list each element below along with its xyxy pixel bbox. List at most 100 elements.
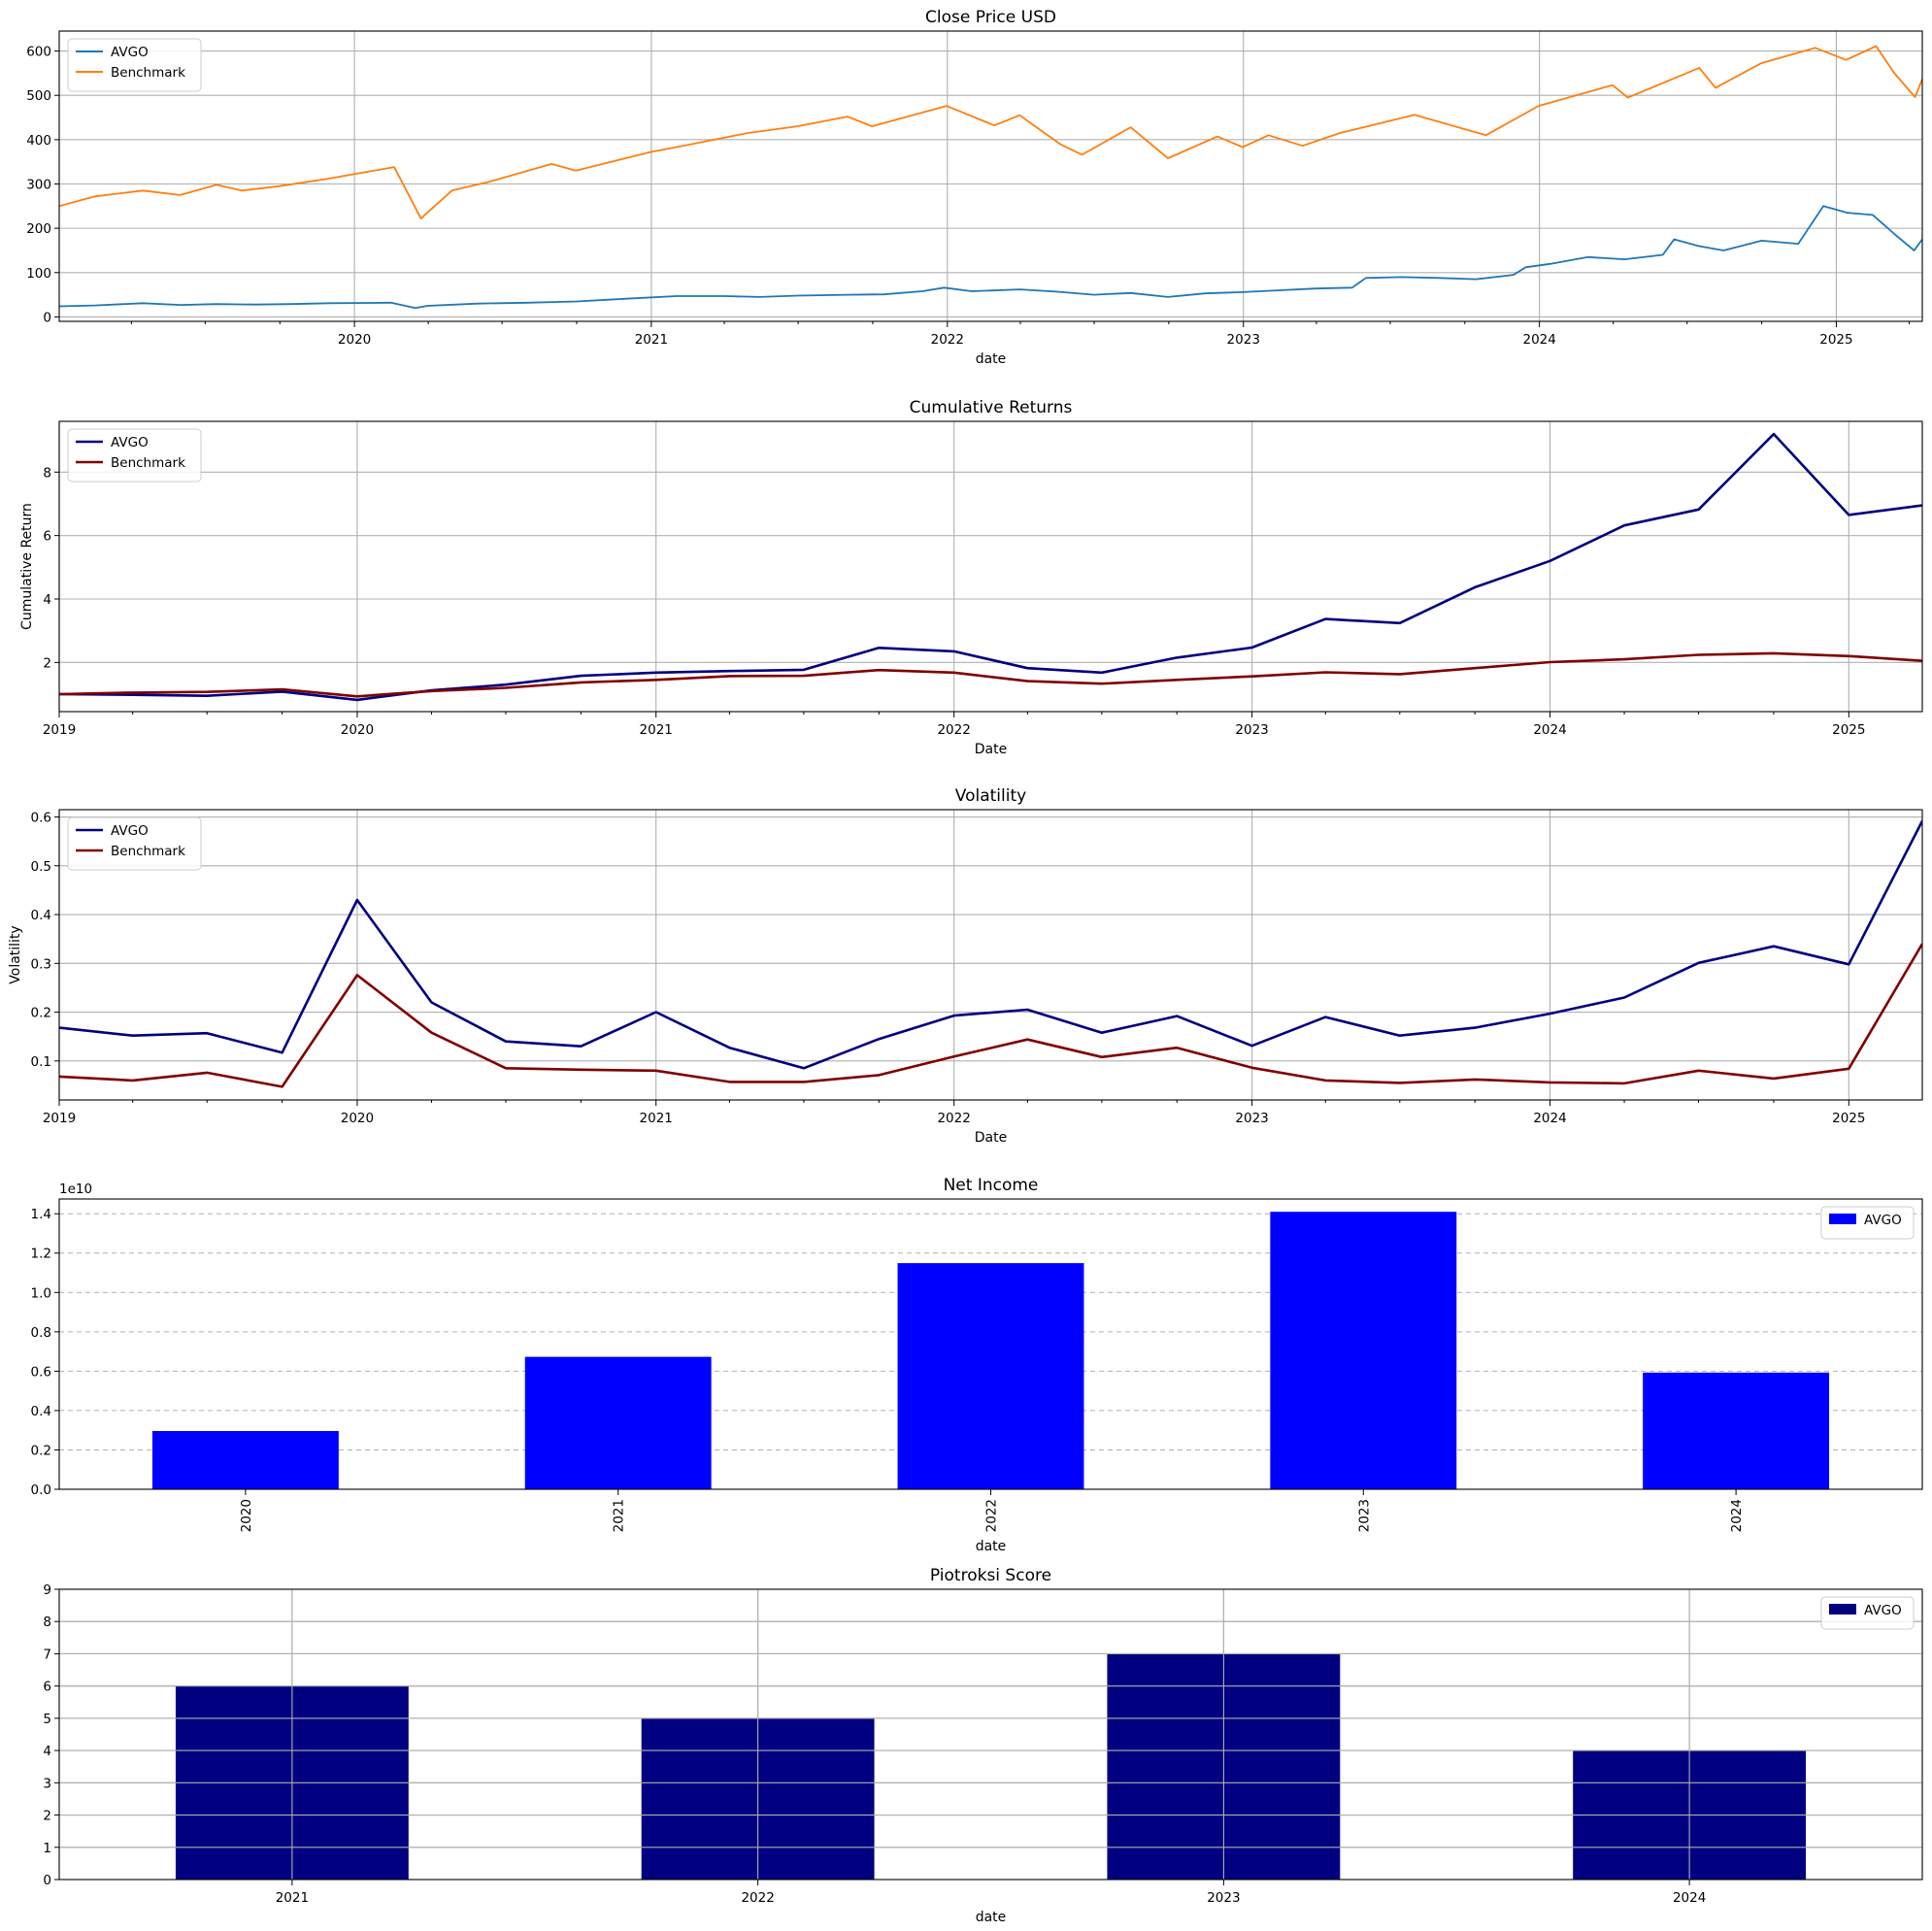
x-tick-label: 2024	[1522, 332, 1555, 348]
y-tick-label: 8	[43, 465, 51, 481]
y-tick-label: 1.4	[31, 1207, 51, 1222]
bar-2022	[897, 1263, 1084, 1489]
y-tick-label: 1.0	[31, 1285, 51, 1301]
y-tick-label: 2	[43, 655, 51, 671]
chart-title: Piotroksi Score	[930, 1566, 1051, 1585]
x-tick-label: 2022	[937, 1111, 970, 1126]
y-tick-label: 0.6	[31, 811, 51, 826]
x-tick-label: 2025	[1832, 1111, 1865, 1126]
x-tick-label: 2024	[1673, 1890, 1706, 1906]
x-tick-label: 2021	[276, 1890, 309, 1906]
legend-swatch	[1829, 1604, 1856, 1615]
x-tick-label: 2025	[1832, 722, 1865, 738]
y-tick-label: 500	[26, 88, 51, 104]
bar-2021	[524, 1356, 712, 1489]
x-tick-label: 2022	[931, 332, 964, 348]
x-axis-label: Date	[975, 742, 1007, 757]
series-line-benchmark	[59, 943, 1922, 1088]
legend-label: AVGO	[111, 823, 149, 839]
x-tick-label: 2024	[1729, 1499, 1745, 1532]
y-tick-label: 8	[43, 1615, 51, 1630]
cumulative-returns-panel: 2 4 6 8 2019 2020 2021 2022 2023 2024 2025 Cumulati…	[19, 398, 1923, 757]
y-tick-label: 0	[43, 310, 51, 325]
legend: AVGO Benchmark	[67, 38, 202, 92]
x-tick-label: 2022	[741, 1890, 774, 1906]
y-tick-label: 4	[43, 1744, 51, 1759]
y-tick-label: 2	[43, 1809, 51, 1824]
chart-title: Volatility	[955, 786, 1026, 806]
y-tick-label: 0.4	[31, 908, 51, 923]
y-tick-label: 5	[43, 1712, 51, 1727]
series-line-benchmark	[59, 45, 1922, 219]
legend-label: AVGO	[111, 45, 149, 60]
y-tick-label: 400	[26, 133, 51, 149]
y-tick-label: 200	[26, 221, 51, 237]
y-axis-label: Cumulative Return	[19, 503, 35, 630]
x-tick-label: 2020	[341, 1111, 374, 1126]
legend-label: AVGO	[111, 435, 149, 450]
legend-label: Benchmark	[111, 65, 185, 81]
bar-2023	[1270, 1212, 1457, 1489]
volatility-panel: 0.1 0.2 0.3 0.4 0.5 0.6 2019 2020 2021 2022 2023 20…	[8, 786, 1923, 1146]
x-tick-label: 2019	[43, 722, 76, 738]
y-tick-label: 1	[43, 1841, 51, 1856]
legend: AVGO	[1820, 1206, 1915, 1240]
y-tick-label: 100	[26, 266, 51, 282]
y-tick-label: 6	[43, 1680, 51, 1695]
net-income-panel: 0.0 0.2 0.4 0.6 0.8 1.0 1.2 1.4 2020 2021 2022 2023…	[31, 1176, 1923, 1554]
legend-label: AVGO	[1864, 1213, 1902, 1228]
y-tick-label: 0.2	[31, 1006, 51, 1021]
x-tick-label: 2020	[239, 1499, 254, 1532]
y-tick-label: 4	[43, 592, 51, 608]
y-tick-label: 3	[43, 1776, 51, 1791]
x-axis-label: Date	[975, 1130, 1007, 1146]
y-tick-label: 0.6	[31, 1364, 51, 1380]
x-tick-label: 2023	[1235, 722, 1268, 738]
x-tick-label: 2022	[937, 722, 970, 738]
x-tick-label: 2023	[1227, 332, 1260, 348]
x-tick-label: 2020	[341, 722, 374, 738]
y-offset-label: 1e10	[59, 1182, 92, 1197]
chart-title: Net Income	[944, 1176, 1039, 1195]
y-tick-label: 0	[43, 1873, 51, 1888]
x-tick-label: 2021	[640, 1111, 673, 1126]
chart-title: Close Price USD	[925, 8, 1056, 27]
legend: AVGO Benchmark	[67, 428, 202, 483]
piotroski-score-panel: 0 1 2 3 4 5 6 7 8 9 2021 2022 2023 2024 Piotroksi Scor…	[43, 1566, 1923, 1925]
y-tick-label: 0.1	[31, 1054, 51, 1070]
y-tick-label: 0.2	[31, 1443, 51, 1458]
x-tick-label: 2023	[1235, 1111, 1268, 1126]
x-tick-label: 2024	[1533, 1111, 1566, 1126]
bar-2020	[151, 1430, 339, 1489]
y-tick-label: 0.4	[31, 1404, 51, 1419]
legend-label: Benchmark	[111, 844, 185, 859]
x-tick-label: 2023	[1207, 1890, 1240, 1906]
axes-frame	[58, 420, 1923, 713]
x-tick-label: 2024	[1533, 722, 1566, 738]
x-axis-label: date	[976, 1910, 1007, 1925]
x-tick-label: 2025	[1819, 332, 1852, 348]
y-tick-label: 9	[43, 1582, 51, 1598]
series-line-avgo	[59, 432, 1922, 702]
close-price-panel: 0 100 200 300 400 500 600 2020 2021 2022 2023 2024 2…	[26, 8, 1923, 367]
x-axis-label: date	[976, 351, 1007, 367]
legend: AVGO Benchmark	[67, 816, 202, 871]
x-tick-label: 2021	[612, 1499, 627, 1532]
y-tick-label: 7	[43, 1647, 51, 1662]
series-line-benchmark	[59, 651, 1922, 698]
x-tick-label: 2019	[43, 1111, 76, 1126]
x-tick-label: 2020	[338, 332, 371, 348]
axes-frame	[58, 809, 1923, 1101]
bar-2024	[1643, 1372, 1830, 1489]
chart-title: Cumulative Returns	[910, 398, 1073, 417]
x-tick-label: 2022	[984, 1499, 1000, 1532]
y-tick-label: 6	[43, 529, 51, 545]
y-tick-label: 600	[26, 45, 51, 60]
series-line-avgo	[59, 820, 1922, 1070]
legend-swatch	[1829, 1214, 1856, 1224]
x-tick-label: 2021	[635, 332, 668, 348]
y-tick-label: 0.5	[31, 859, 51, 875]
axes-frame	[58, 30, 1923, 322]
y-tick-label: 1.2	[31, 1247, 51, 1262]
